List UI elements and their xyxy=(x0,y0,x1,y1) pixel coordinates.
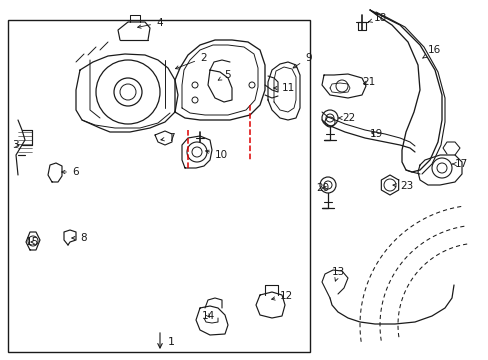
Text: 8: 8 xyxy=(72,233,86,243)
Text: 19: 19 xyxy=(369,129,383,139)
Text: 16: 16 xyxy=(422,45,440,58)
Text: 14: 14 xyxy=(202,311,215,321)
Text: 17: 17 xyxy=(451,159,468,169)
Text: 20: 20 xyxy=(315,183,328,193)
Text: 3: 3 xyxy=(12,140,19,150)
Text: 10: 10 xyxy=(205,150,228,160)
Text: 9: 9 xyxy=(292,53,311,68)
Text: 6: 6 xyxy=(61,167,79,177)
Text: 13: 13 xyxy=(331,267,345,281)
Text: 1: 1 xyxy=(168,337,175,347)
Text: 5: 5 xyxy=(218,70,230,80)
Text: 21: 21 xyxy=(361,77,374,87)
Text: 23: 23 xyxy=(392,181,412,191)
Text: 11: 11 xyxy=(273,83,295,93)
Bar xyxy=(8,20,309,352)
Text: 22: 22 xyxy=(338,113,354,123)
Text: 15: 15 xyxy=(26,237,39,247)
Text: 7: 7 xyxy=(161,133,174,143)
Text: 12: 12 xyxy=(271,291,293,301)
Text: 2: 2 xyxy=(175,53,206,69)
Text: 18: 18 xyxy=(368,13,386,23)
Text: 4: 4 xyxy=(137,18,163,28)
